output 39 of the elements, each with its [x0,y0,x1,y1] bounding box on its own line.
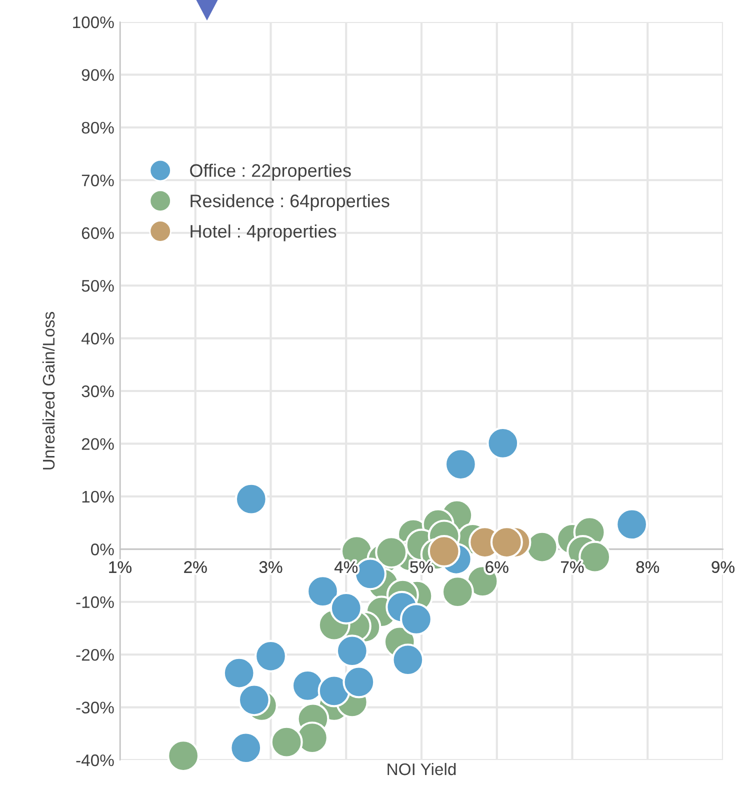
x-axis-title: NOI Yield [388,762,456,776]
y-tick-label: 10% [82,490,114,503]
x-tick-label: 2% [184,561,207,573]
point [238,684,270,716]
y-tick-label: 60% [82,227,114,240]
y-tick-label: 0% [91,544,114,556]
point [254,640,288,672]
point [222,656,256,690]
point [330,592,362,624]
legend-label: Office : 22properties [190,164,351,181]
x-tick-label: 4% [334,561,358,573]
y-tick-label: -20% [76,648,114,661]
point [400,602,432,636]
y-tick-label: 90% [82,69,114,81]
legend-label: Hotel : 4properties [190,224,336,242]
x-tick-label: 9% [712,561,734,573]
legend-label: Residence : 64properties [190,194,390,211]
point [336,634,368,668]
y-tick-label: -40% [76,754,114,766]
point [342,666,376,698]
x-tick-label: 3% [259,561,282,573]
point [270,726,303,758]
y-tick-label: 70% [82,174,114,186]
point [318,674,350,708]
y-tick-label: -10% [76,596,114,608]
x-tick-label: 1% [109,561,132,573]
x-tick-label: 8% [636,561,660,573]
y-tick-label: 80% [82,122,114,134]
x-tick-label: 7% [561,561,584,573]
y-tick-label: -30% [76,702,114,714]
point [234,482,268,516]
y-axis-title: Unrealized Gain/Loss [42,312,55,470]
point [486,426,520,460]
y-tick-label: 30% [82,385,114,398]
y-tick-label: 50% [82,280,114,292]
y-tick-label: 100% [73,16,114,28]
x-tick-label: 6% [486,561,508,573]
y-tick-label: 20% [82,438,114,450]
y-tick-label: 40% [81,332,114,344]
